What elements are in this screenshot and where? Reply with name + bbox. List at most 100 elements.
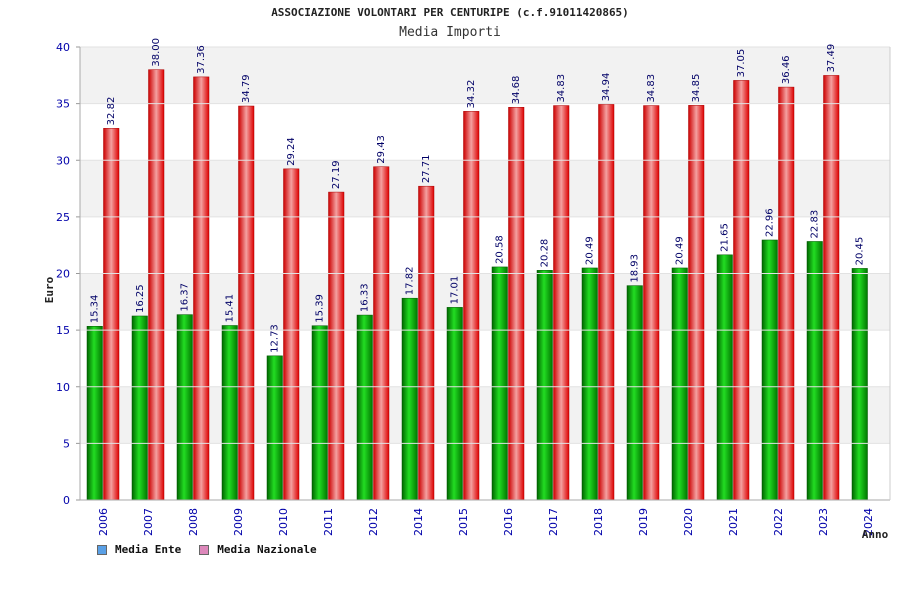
grid-band	[80, 386, 890, 444]
bar-media-ente	[356, 314, 373, 501]
y-tick-label: 5	[63, 437, 70, 450]
x-tick-label: 2023	[817, 508, 830, 536]
y-tick-label: 15	[56, 324, 70, 337]
y-tick-label: 10	[56, 381, 70, 394]
x-tick-label: 2018	[592, 508, 605, 536]
grid-band	[80, 160, 890, 217]
bar-media-nazionale	[643, 105, 660, 501]
bar-media-nazionale	[598, 104, 615, 501]
bar-media-nazionale	[193, 76, 210, 501]
data-label: 17.01	[450, 276, 461, 305]
data-label: 15.39	[315, 294, 326, 323]
data-label: 20.49	[585, 236, 596, 265]
y-tick-label: 35	[56, 98, 70, 111]
axes-layer: 0 5 10 15 20 25 30 35 40	[56, 41, 891, 507]
chart-title: ASSOCIAZIONE VOLONTARI PER CENTURIPE (c.…	[271, 6, 629, 19]
data-label: 16.33	[360, 283, 371, 312]
data-label: 17.82	[405, 267, 416, 296]
bar-media-ente	[131, 315, 148, 501]
x-tick-label: 2010	[277, 508, 290, 536]
x-axis-label: Anno	[862, 528, 889, 541]
bar-media-ente	[491, 266, 508, 501]
labels-layer: 15.34 32.82 2006 16.25 38.00 2007 16.37 37.36 20…	[90, 38, 875, 536]
legend-label-media-ente: Media Ente	[115, 543, 182, 556]
bar-media-ente	[536, 270, 553, 501]
bar-media-ente	[446, 307, 463, 501]
data-label: 15.41	[225, 294, 236, 323]
y-tick-label: 30	[56, 154, 70, 167]
bar-media-nazionale	[553, 105, 570, 501]
data-label: 16.37	[180, 283, 191, 312]
bar-media-nazionale	[103, 128, 120, 501]
grid-band	[80, 47, 890, 104]
x-tick-label: 2006	[97, 508, 110, 536]
x-tick-label: 2008	[187, 508, 200, 536]
x-tick-label: 2020	[682, 508, 695, 536]
grid-band	[80, 103, 890, 161]
data-label: 20.49	[675, 236, 686, 265]
x-tick-label: 2011	[322, 508, 335, 536]
bar-media-ente	[86, 326, 103, 501]
legend: Media Ente Media Nazionale	[97, 543, 317, 556]
data-label: 12.73	[270, 324, 281, 353]
x-tick-label: 2022	[772, 508, 785, 536]
data-label: 36.46	[781, 55, 792, 84]
data-label: 34.79	[241, 74, 252, 103]
data-label: 27.19	[331, 160, 342, 189]
data-label: 29.24	[286, 137, 297, 166]
x-tick-label: 2021	[727, 508, 740, 536]
data-label: 34.83	[556, 74, 567, 103]
bar-media-nazionale	[238, 105, 255, 501]
bar-media-nazionale	[733, 80, 750, 501]
legend-swatch-media-nazionale	[199, 544, 210, 555]
grid-band	[80, 330, 890, 387]
data-label: 22.83	[810, 210, 821, 239]
x-tick-label: 2012	[367, 508, 380, 536]
data-label: 37.49	[826, 44, 837, 73]
data-label: 16.25	[135, 284, 146, 313]
x-tick-label: 2024	[862, 508, 875, 536]
data-label: 29.43	[376, 135, 387, 164]
bar-media-nazionale	[418, 185, 435, 501]
bar-media-nazionale	[148, 69, 165, 501]
y-tick-label: 20	[56, 268, 70, 281]
data-label: 34.83	[646, 74, 657, 103]
x-tick-label: 2007	[142, 508, 155, 536]
bar-media-nazionale	[508, 106, 525, 501]
bar-media-nazionale	[823, 75, 840, 501]
data-label: 20.28	[540, 239, 551, 268]
bar-media-ente	[221, 325, 238, 501]
data-label: 37.05	[736, 49, 747, 78]
y-tick-label: 40	[56, 41, 70, 54]
legend-swatch-media-ente	[97, 544, 107, 555]
bar-media-nazionale	[463, 111, 480, 501]
bar-media-ente	[581, 267, 598, 501]
data-label: 27.71	[421, 155, 432, 184]
data-label: 18.93	[630, 254, 641, 283]
bar-media-nazionale	[778, 86, 795, 501]
data-label: 34.68	[511, 76, 522, 105]
chart-subtitle: Media Importi	[399, 25, 501, 40]
bar-media-ente	[266, 355, 283, 501]
bar-media-ente	[311, 325, 328, 501]
data-label: 34.94	[601, 73, 612, 102]
data-label: 38.00	[151, 38, 162, 67]
bar-media-ente	[761, 239, 778, 501]
bar-media-nazionale	[688, 105, 705, 501]
bar-media-ente	[401, 297, 418, 501]
grid-band	[80, 443, 890, 500]
bar-media-ente	[176, 314, 193, 501]
grid-bands	[80, 47, 890, 500]
data-label: 20.58	[495, 235, 506, 264]
bar-media-ente	[671, 267, 688, 501]
legend-label-media-nazionale: Media Nazionale	[217, 543, 317, 556]
y-tick-label: 25	[56, 211, 70, 224]
data-label: 20.45	[855, 237, 866, 266]
data-label: 34.85	[691, 74, 702, 103]
bar-media-ente	[851, 268, 868, 501]
x-tick-label: 2014	[412, 508, 425, 536]
legend-item-media-nazionale: Media Nazionale	[199, 543, 317, 556]
legend-item-media-ente: Media Ente	[97, 543, 181, 556]
bar-media-nazionale	[283, 168, 300, 501]
grid-band	[80, 216, 890, 274]
